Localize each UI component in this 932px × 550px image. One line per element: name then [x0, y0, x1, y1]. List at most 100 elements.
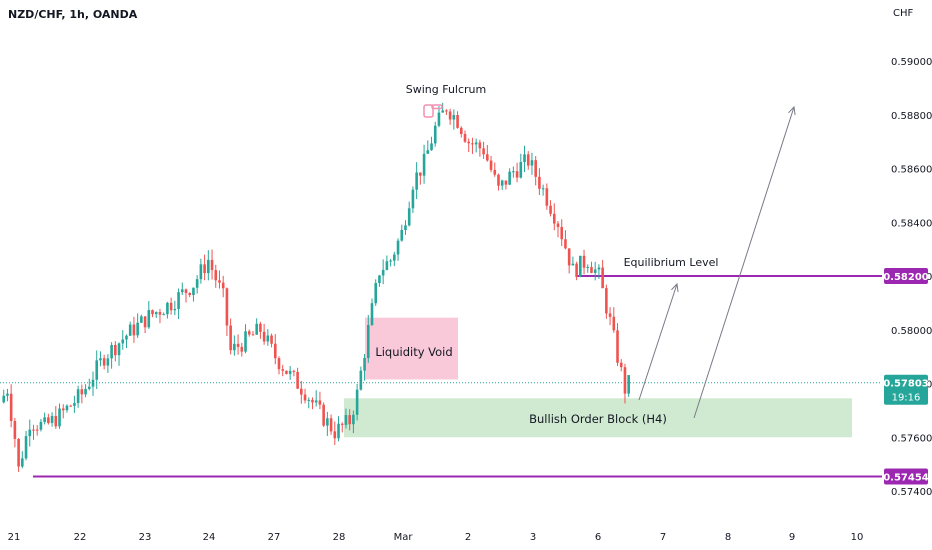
candle-body: [255, 323, 258, 335]
candle-body: [158, 312, 162, 315]
candle-body: [407, 208, 411, 226]
candle-body: [601, 267, 604, 289]
candle-body: [493, 169, 497, 175]
candle-body: [2, 395, 6, 403]
time-tick-label: 21: [8, 532, 21, 543]
candle-body: [117, 343, 121, 356]
candle-body: [381, 269, 385, 276]
candle-body: [303, 394, 307, 401]
candle-body: [467, 141, 471, 144]
candle-body: [396, 240, 400, 255]
candle-body: [199, 264, 203, 280]
candle-body: [582, 255, 586, 268]
liquidity-void-zone: [365, 317, 458, 380]
candle-body: [147, 310, 151, 328]
price-tick-label: 0.58600: [891, 165, 932, 176]
candle-body: [102, 358, 106, 366]
candle-body: [162, 314, 165, 316]
candle-body: [348, 415, 351, 425]
candle-body: [251, 334, 255, 336]
candle-body: [307, 399, 311, 401]
candle-body: [627, 375, 630, 394]
candle-body: [433, 125, 437, 144]
price-tick-label: 0.59000: [891, 57, 932, 68]
candle-body: [352, 414, 355, 425]
time-tick-label: 27: [268, 532, 281, 543]
candle-body: [471, 143, 474, 145]
time-tick-label: 22: [74, 532, 87, 543]
candle-body: [422, 153, 426, 176]
candle-body: [363, 357, 366, 371]
price-tick-label: 0.57600: [891, 433, 932, 444]
labels-layer: Swing Fulcrum Equilibrium Level Liquidity …: [375, 83, 718, 426]
current-price-badge: 0.57803: [883, 379, 929, 390]
hand-finger: [431, 104, 443, 110]
candle-body: [214, 270, 218, 281]
candle-body: [244, 331, 247, 352]
candle-body: [180, 289, 184, 293]
candle-body: [128, 324, 132, 336]
candle-body: [247, 331, 251, 335]
candle-body: [166, 302, 169, 315]
candle-body: [229, 325, 232, 351]
candle-body: [188, 292, 192, 296]
candle-body: [482, 148, 485, 155]
time-tick-label: 10: [851, 532, 864, 543]
candle-body: [478, 142, 482, 149]
candle-body: [73, 403, 76, 406]
symbol-title: NZD/CHF, 1h, OANDA: [8, 8, 138, 21]
candle-body: [500, 180, 504, 186]
candle-body: [430, 143, 433, 151]
candle-body: [597, 267, 601, 270]
candle-body: [195, 279, 199, 288]
candle-body: [340, 423, 344, 425]
candle-body: [419, 172, 422, 176]
candle-body: [556, 223, 560, 227]
candle-body: [154, 312, 158, 315]
candle-body: [389, 260, 392, 262]
candle-body: [571, 263, 575, 266]
time-tick-label: 24: [203, 532, 216, 543]
price-axis: 0.57400 0.57600 0.57800 0.58000 0.58200 0.584…: [883, 57, 932, 498]
candle-body: [24, 436, 28, 459]
candle-body: [567, 248, 571, 266]
candle-body: [28, 429, 32, 437]
candle-body: [426, 150, 430, 154]
equilibrium-price-badge-bg: [884, 268, 928, 284]
candle-body: [192, 287, 195, 296]
candle-body: [400, 229, 404, 241]
candle-body: [452, 115, 456, 120]
swing-low-price-badge-bg: [884, 468, 928, 485]
candle-body: [121, 339, 125, 344]
price-tick-label: 0.58200: [891, 272, 932, 283]
candle-body: [459, 127, 463, 134]
candle-body: [95, 360, 99, 380]
candle-body: [140, 316, 143, 323]
candle-body: [296, 371, 299, 389]
candle-body: [608, 313, 612, 317]
candle-body: [519, 162, 523, 178]
candle-body: [292, 370, 296, 372]
candle-body: [534, 160, 537, 177]
candle-body: [207, 259, 210, 274]
time-tick-label: Mar: [394, 532, 414, 543]
candle-body: [169, 302, 173, 311]
swing-fulcrum-label: Swing Fulcrum: [406, 83, 487, 96]
long-target-arrow-head: [788, 105, 796, 115]
candle-body: [623, 367, 627, 394]
liquidity-void-label: Liquidity Void: [375, 345, 452, 359]
candle-body: [233, 343, 236, 351]
candle-body: [378, 275, 381, 284]
candle-body: [47, 417, 50, 423]
candle-body: [593, 269, 597, 273]
candle-body: [337, 423, 340, 439]
candle-body: [65, 405, 69, 411]
candle-body: [329, 418, 333, 432]
candle-body: [322, 404, 325, 426]
candle-body: [300, 388, 303, 395]
swing-low-price-badge: 0.57454: [883, 472, 929, 483]
candle-body: [259, 323, 262, 332]
candle-body: [236, 343, 240, 347]
